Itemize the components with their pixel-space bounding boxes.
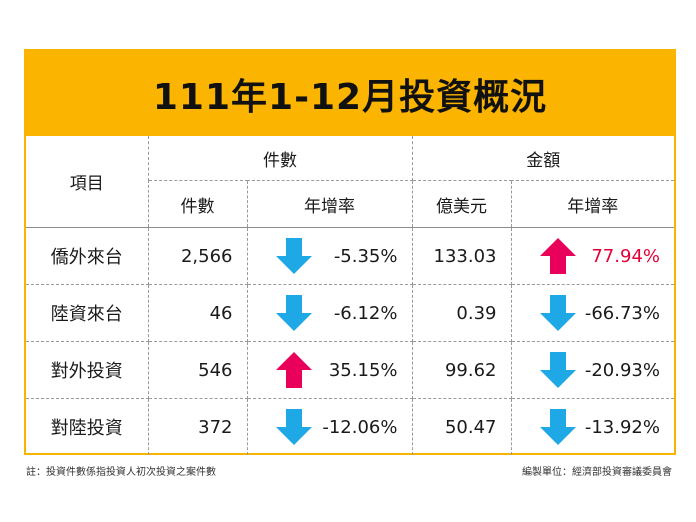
- row-label: 對外投資: [26, 341, 149, 399]
- amount-growth-cell: 77.94%: [591, 245, 660, 267]
- amount-cell: 133.03: [412, 227, 512, 285]
- count-cell: 372: [148, 398, 248, 455]
- count-growth-cell: -5.35%: [333, 245, 398, 267]
- arrow-down-icon: [538, 350, 578, 390]
- count-column-header: 件數: [148, 180, 248, 228]
- compiled-by: 編製單位：經濟部投資審議委員會: [522, 467, 672, 478]
- title-banner: 111年1-12月投資概況: [26, 51, 674, 136]
- count-cell: 2,566: [148, 227, 248, 285]
- table-row: 僑外來台 2,566 -5.35% 133.03 77.94%: [26, 227, 674, 285]
- amount-growth-cell: -13.92%: [584, 416, 660, 438]
- amount-column-header: 億美元: [412, 180, 512, 228]
- amount-cell: 0.39: [412, 284, 512, 342]
- amount-growth-column-header: 年增率: [511, 180, 674, 228]
- arrow-down-icon: [274, 407, 314, 447]
- row-label: 僑外來台: [26, 227, 149, 285]
- amount-group-header: 金額: [412, 136, 674, 181]
- amount-growth-cell: -20.93%: [584, 359, 660, 381]
- amount-cell: 99.62: [412, 341, 512, 399]
- table-row: 對陸投資 372 -12.06% 50.47 -13.92%: [26, 398, 674, 455]
- arrow-down-icon: [274, 293, 314, 333]
- count-cell: 546: [148, 341, 248, 399]
- count-group-header: 件數: [148, 136, 413, 181]
- arrow-up-icon: [538, 236, 578, 276]
- footnote: 註：投資件數係指投資人初次投資之案件數: [26, 467, 216, 478]
- count-cell: 46: [148, 284, 248, 342]
- row-label: 陸資來台: [26, 284, 149, 342]
- count-growth-cell: -12.06%: [322, 416, 398, 438]
- table-header-row: 項目 件數 金額: [26, 136, 674, 228]
- count-growth-cell: -6.12%: [333, 302, 398, 324]
- item-column-header: 項目: [26, 136, 149, 228]
- table-row: 對外投資 546 35.15% 99.62 -20.93%: [26, 341, 674, 399]
- page-title: 111年1-12月投資概況: [152, 76, 548, 118]
- investment-summary-card: 111年1-12月投資概況 項目 件數 金額 件數 年增率 億美元 年增率 僑外…: [24, 49, 676, 455]
- count-growth-column-header: 年增率: [247, 180, 413, 228]
- table-subheader-row: 件數 年增率 億美元 年增率: [26, 180, 674, 228]
- arrow-down-icon: [538, 407, 578, 447]
- arrow-up-icon: [274, 350, 314, 390]
- table-row: 陸資來台 46 -6.12% 0.39 -66.73%: [26, 284, 674, 342]
- row-label: 對陸投資: [26, 398, 149, 455]
- arrow-down-icon: [274, 236, 314, 276]
- investment-table: 項目 件數 金額 件數 年增率 億美元 年增率 僑外來台 2,566 -5.35…: [26, 136, 674, 455]
- amount-growth-cell: -66.73%: [584, 302, 660, 324]
- amount-cell: 50.47: [412, 398, 512, 455]
- count-growth-cell: 35.15%: [328, 359, 398, 381]
- arrow-down-icon: [538, 293, 578, 333]
